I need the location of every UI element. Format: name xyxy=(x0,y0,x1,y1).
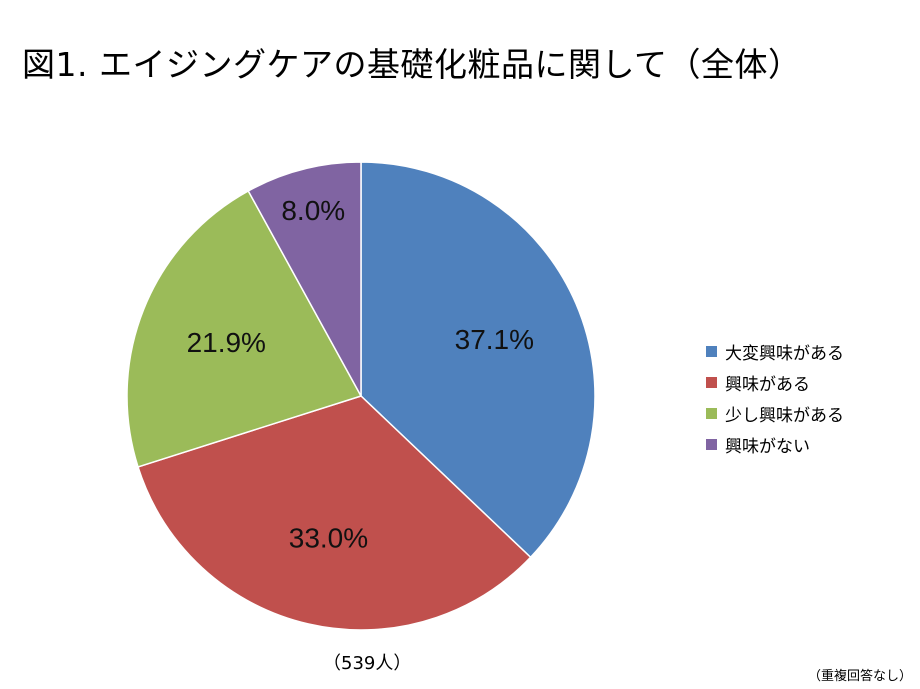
pie-data-labels: 37.1% 33.0% 21.9% 8.0% xyxy=(187,195,534,553)
legend-item-very-interested: 大変興味がある xyxy=(706,336,844,367)
pie-slices xyxy=(126,161,596,631)
pie-slice-slightly-interested xyxy=(126,189,363,468)
legend-item-not-interested: 興味がない xyxy=(706,429,844,460)
data-label-interested: 33.0% xyxy=(289,522,368,553)
legend-item-interested: 興味がある xyxy=(706,367,844,398)
data-label-very-interested: 37.1% xyxy=(455,324,534,355)
sample-size-label: （539人） xyxy=(323,653,412,674)
chart-legend: 大変興味がある 興味がある 少し興味がある 興味がない xyxy=(706,336,844,460)
legend-swatch-icon xyxy=(706,439,717,450)
legend-label: 大変興味がある xyxy=(725,344,844,364)
pie-slice-very-interested xyxy=(360,161,596,559)
legend-swatch-icon xyxy=(706,408,717,419)
data-label-not-interested: 8.0% xyxy=(281,195,345,226)
pie-slice-not-interested xyxy=(247,161,362,397)
pie-slice-interested xyxy=(137,395,532,631)
chart-title: 図1. エイジングケアの基礎化粧品に関して（全体） xyxy=(22,45,802,84)
legend-label: 少し興味がある xyxy=(725,406,844,426)
legend-item-slightly-interested: 少し興味がある xyxy=(706,398,844,429)
legend-swatch-icon xyxy=(706,377,717,388)
legend-swatch-icon xyxy=(706,346,717,357)
footnote: （重複回答なし） xyxy=(808,669,913,684)
data-label-slightly-interested: 21.9% xyxy=(187,327,266,358)
legend-label: 興味がある xyxy=(725,375,810,395)
legend-label: 興味がない xyxy=(725,437,810,457)
